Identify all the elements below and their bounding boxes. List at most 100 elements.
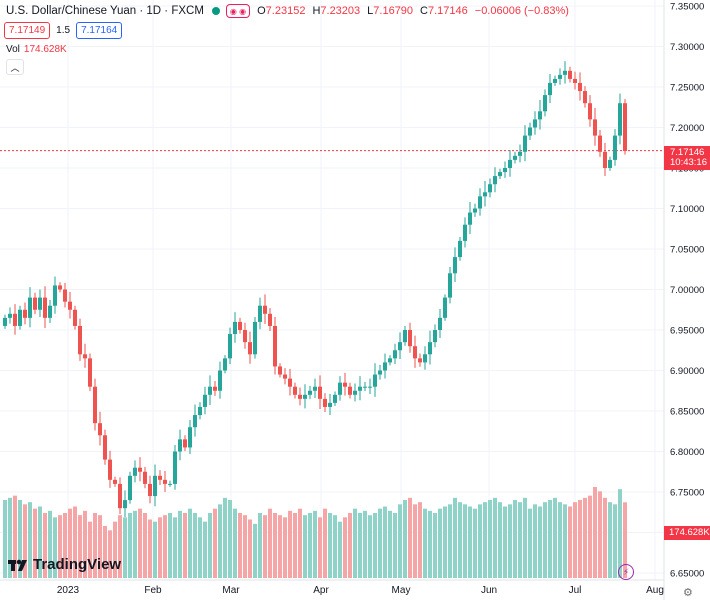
- candle-body: [228, 334, 232, 359]
- volume-bar: [33, 508, 37, 578]
- candle-body: [203, 394, 207, 407]
- candle-body: [293, 386, 297, 395]
- volume-bar: [388, 510, 392, 578]
- candle-body: [528, 127, 532, 136]
- volume-bar: [593, 487, 597, 578]
- candle-body: [548, 82, 552, 96]
- candle-body: [243, 330, 247, 343]
- candle-body: [538, 111, 542, 120]
- ohlc-high: H7.23203: [312, 5, 361, 17]
- candle-body: [353, 390, 357, 395]
- collapse-legend-icon[interactable]: ︿: [6, 59, 24, 75]
- candle-body: [178, 439, 182, 452]
- volume-bar: [563, 504, 567, 578]
- settings-gear-icon[interactable]: ⚙: [683, 587, 693, 599]
- volume-bar: [463, 504, 467, 578]
- bid-price-button[interactable]: 7.17149: [4, 22, 51, 39]
- price-tick-label: 6.95000: [670, 326, 704, 337]
- candle-body: [233, 321, 237, 335]
- flash-icon[interactable]: ⚡: [618, 564, 634, 580]
- volume-bar: [173, 517, 177, 578]
- volume-bar: [568, 506, 572, 578]
- candle-body: [18, 309, 22, 326]
- volume-bar: [148, 519, 152, 578]
- volume-bar: [288, 510, 292, 578]
- candle-body: [363, 386, 367, 388]
- volume-bar: [183, 513, 187, 578]
- volume-bar: [618, 489, 622, 578]
- volume-bar: [208, 513, 212, 578]
- candle-body: [618, 103, 622, 136]
- candle-body: [223, 358, 227, 371]
- price-tick-label: 7.10000: [670, 204, 704, 215]
- candle-body: [408, 330, 412, 347]
- candle-body: [13, 313, 17, 326]
- candle-body: [133, 467, 137, 476]
- symbol-title[interactable]: U.S. Dollar/Chinese Yuan · 1D · FXCM: [6, 5, 204, 17]
- ohlc-low: L7.16790: [367, 5, 414, 17]
- volume-bar: [343, 517, 347, 578]
- ohlc-close: C7.17146: [420, 5, 468, 17]
- volume-bar: [548, 500, 552, 578]
- volume-bar: [293, 513, 297, 578]
- time-tick-label: Apr: [313, 585, 329, 596]
- volume-bar: [63, 513, 67, 578]
- volume-bar: [108, 530, 112, 578]
- volume-bar: [438, 508, 442, 578]
- candle-body: [278, 366, 282, 375]
- price-tick-label: 6.90000: [670, 366, 704, 377]
- candle-body: [118, 483, 122, 509]
- candle-body: [398, 342, 402, 351]
- eye-toggle-icon[interactable]: ◉ ◉: [225, 4, 251, 18]
- candle-body: [413, 346, 417, 359]
- volume-bar: [358, 513, 362, 578]
- volume-bar: [53, 517, 57, 578]
- tradingview-logo[interactable]: TradingView: [8, 556, 121, 573]
- volume-bar: [423, 508, 427, 578]
- volume-bar: [348, 513, 352, 578]
- volume-bar: [58, 515, 62, 578]
- volume-bar: [443, 506, 447, 578]
- ask-price-button[interactable]: 7.17164: [76, 22, 123, 39]
- candle-body: [33, 297, 37, 310]
- candle-body: [168, 483, 172, 485]
- candle-body: [333, 394, 337, 403]
- candle-body: [513, 155, 517, 160]
- volume-bar: [233, 508, 237, 578]
- candle-body: [478, 196, 482, 209]
- candle-body: [463, 224, 467, 241]
- candle-body: [358, 386, 362, 391]
- candle-body: [593, 119, 597, 136]
- candle-body: [483, 192, 487, 197]
- candle-body: [108, 459, 112, 480]
- volume-bar: [258, 513, 262, 578]
- time-tick-label: May: [392, 585, 411, 596]
- candle-body: [518, 151, 522, 156]
- volume-bar: [528, 508, 532, 578]
- candle-body: [328, 402, 332, 407]
- candle-body: [8, 313, 12, 318]
- volume-bar: [203, 521, 207, 578]
- volume-bar: [68, 508, 72, 578]
- price-tick-label: 7.25000: [670, 83, 704, 94]
- volume-bar: [468, 506, 472, 578]
- volume-bar: [118, 515, 122, 578]
- candle-body: [218, 370, 222, 391]
- volume-bar: [323, 508, 327, 578]
- volume-bar: [573, 502, 577, 578]
- candle-body: [503, 168, 507, 173]
- candle-body: [63, 289, 67, 302]
- volume-bar: [538, 506, 542, 578]
- candle-body: [143, 471, 147, 484]
- volume-bar: [453, 497, 457, 578]
- volume-bar: [408, 497, 412, 578]
- volume-bar: [508, 504, 512, 578]
- candle-body: [258, 305, 262, 322]
- candle-body: [208, 386, 212, 395]
- volume-bar: [373, 513, 377, 578]
- candle-body: [568, 70, 572, 79]
- candle-body: [383, 362, 387, 371]
- candle-body: [588, 103, 592, 120]
- candle-body: [193, 415, 197, 428]
